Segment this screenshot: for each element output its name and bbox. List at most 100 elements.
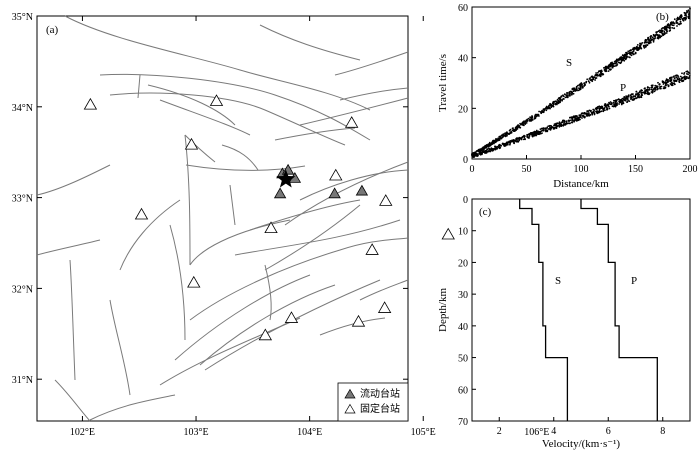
fault-line (119, 199, 181, 271)
travel-time-point (681, 18, 684, 21)
travel-time-point (604, 70, 607, 72)
travel-time-point (581, 117, 583, 119)
travel-time-point (604, 109, 606, 112)
travel-time-point (476, 150, 478, 153)
travel-time-point (541, 129, 544, 132)
fault-line (147, 84, 236, 126)
latitude-axis: 35°N 34°N 33°N 32°N 31°N (12, 12, 408, 386)
fault-line (229, 184, 236, 226)
travel-time-point (566, 92, 569, 94)
travel-time-point (667, 84, 669, 86)
fault-line (137, 74, 141, 99)
travel-time-point (541, 132, 543, 135)
travel-time-point (666, 79, 669, 82)
travel-time-point (509, 143, 511, 146)
travel-time-point (623, 59, 626, 62)
travel-time-point (566, 95, 568, 98)
travel-time-point (646, 86, 649, 88)
travel-time-point (528, 120, 531, 122)
travel-time-point (650, 88, 653, 91)
y-tick-label: 20 (458, 258, 468, 269)
travel-time-point (654, 88, 656, 90)
travel-time-point (663, 86, 665, 88)
travel-time-point (496, 147, 498, 150)
travel-time-point (518, 125, 521, 127)
travel-time-point (676, 19, 679, 21)
travel-time-point (672, 21, 674, 24)
travel-time-point (685, 16, 687, 19)
map-panel: 35°N 34°N 33°N 32°N 31°N 102°E 103°E 104°E 105°… (12, 12, 550, 438)
travel-time-point (658, 29, 661, 32)
travel-time-point (647, 42, 650, 45)
travel-time-point (598, 74, 601, 77)
travel-time-point (661, 80, 664, 82)
fault-line (174, 274, 311, 361)
travel-time-point (574, 116, 576, 119)
travel-time-point (528, 136, 530, 139)
travel-time-point (543, 108, 545, 111)
travel-time-point (623, 96, 626, 98)
travel-time-point (646, 89, 649, 91)
travel-time-point (661, 27, 664, 29)
y-tick-label: 0 (463, 195, 468, 206)
travel-time-point (569, 90, 572, 93)
travel-time-point (584, 112, 587, 115)
travel-time-point (601, 72, 604, 75)
travel-time-point (588, 81, 591, 84)
fixed-station-icon (209, 94, 224, 106)
fault-line (284, 161, 409, 226)
travel-time-point (630, 96, 633, 99)
fault-lines (36, 15, 409, 422)
travel-time-point (556, 98, 559, 101)
travel-time-point (676, 74, 679, 77)
fixed-station-icon (258, 328, 273, 341)
travel-time-point (590, 109, 592, 112)
travel-time-point (621, 100, 624, 102)
travel-time-point (655, 31, 658, 34)
travel-time-point (619, 57, 622, 60)
travel-time-point (637, 92, 639, 94)
travel-time-point (575, 87, 578, 89)
travel-time-point (513, 130, 515, 133)
travel-time-point (508, 129, 511, 132)
travel-time-point (593, 109, 596, 111)
travel-time-point (617, 58, 620, 61)
travel-time-point (580, 82, 583, 84)
travel-time-point (611, 61, 613, 64)
travel-time-point (562, 124, 565, 127)
travel-time-point (629, 98, 632, 100)
legend-fixed-label: 固定台站 (360, 402, 400, 415)
travel-time-point (506, 134, 508, 137)
travel-time-point (591, 80, 594, 83)
travel-time-point (555, 100, 558, 103)
travel-time-point (687, 73, 689, 76)
lat-tick-label: 35°N (12, 12, 33, 23)
travel-time-point (565, 121, 568, 123)
fixed-station-icon (187, 275, 201, 288)
travel-time-point (663, 30, 666, 33)
travel-time-point (562, 95, 565, 98)
travel-time-point (663, 26, 665, 29)
travel-time-point (562, 123, 565, 126)
fault-line (184, 134, 191, 266)
travel-time-point (646, 44, 648, 46)
travel-time-point (620, 98, 623, 101)
y-tick-label: 40 (458, 54, 468, 65)
travel-time-point (507, 141, 509, 144)
travel-time-point (640, 47, 642, 49)
travel-time-point (549, 128, 552, 131)
travel-time-point (534, 131, 536, 134)
travel-time-point (614, 99, 617, 102)
travel-time-point (482, 146, 484, 149)
travel-time-point (618, 98, 621, 101)
travel-time-point (559, 97, 561, 99)
travel-time-point (608, 107, 611, 110)
travel-time-point (607, 70, 610, 72)
travel-time-point (537, 113, 540, 116)
travel-time-point (569, 116, 571, 119)
travel-time-point (529, 116, 531, 119)
travel-time-point (602, 107, 605, 110)
travel-time-point (688, 72, 691, 74)
travel-time-point (638, 96, 641, 98)
travel-time-point (676, 25, 678, 27)
